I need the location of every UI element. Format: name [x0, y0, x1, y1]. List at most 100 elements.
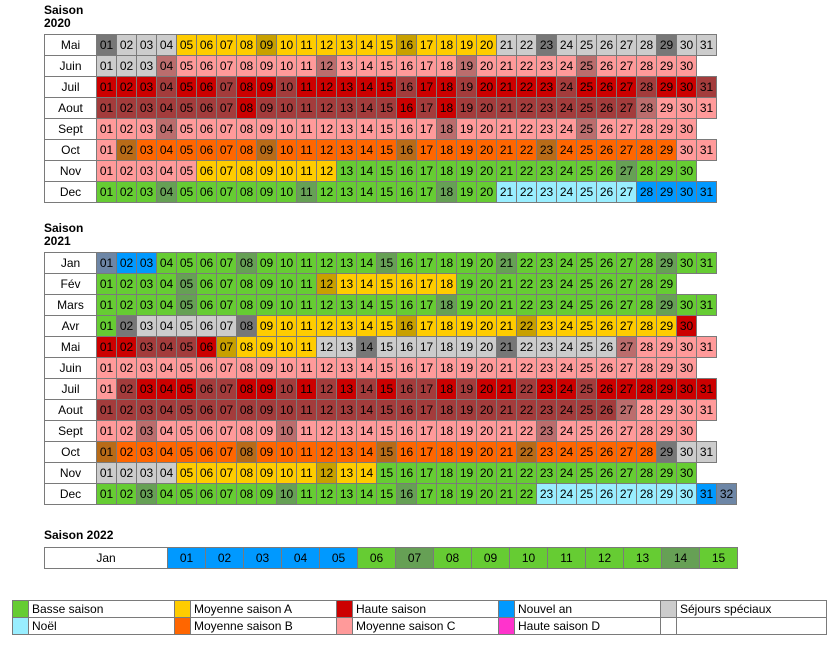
day-cell[interactable]: 15 [376, 34, 397, 56]
day-cell[interactable]: 14 [356, 139, 377, 161]
day-cell[interactable]: 02 [116, 294, 137, 316]
day-cell[interactable]: 18 [436, 420, 457, 442]
day-cell[interactable]: 23 [536, 336, 557, 358]
day-cell[interactable]: 21 [496, 76, 517, 98]
day-cell[interactable]: 18 [436, 462, 457, 484]
day-cell[interactable]: 10 [276, 273, 297, 295]
day-cell[interactable]: 10 [276, 462, 297, 484]
day-cell[interactable]: 04 [156, 97, 177, 119]
day-cell[interactable]: 01 [96, 315, 117, 337]
day-cell[interactable]: 05 [176, 420, 197, 442]
day-cell[interactable]: 10 [276, 294, 297, 316]
day-cell[interactable]: 04 [156, 55, 177, 77]
day-cell[interactable]: 27 [616, 55, 637, 77]
day-cell[interactable]: 01 [96, 139, 117, 161]
day-cell[interactable]: 17 [416, 294, 437, 316]
day-cell[interactable]: 17 [416, 34, 437, 56]
day-cell[interactable]: 25 [576, 441, 597, 463]
day-cell[interactable]: 21 [496, 55, 517, 77]
day-cell[interactable]: 28 [636, 55, 657, 77]
day-cell[interactable]: 07 [216, 462, 237, 484]
day-cell[interactable]: 25 [576, 378, 597, 400]
day-cell[interactable]: 21 [496, 273, 517, 295]
day-cell[interactable]: 16 [396, 55, 417, 77]
day-cell[interactable]: 19 [456, 420, 477, 442]
day-cell[interactable]: 09 [256, 483, 277, 505]
day-cell[interactable]: 29 [656, 483, 677, 505]
day-cell[interactable]: 16 [396, 399, 417, 421]
day-cell[interactable]: 01 [96, 441, 117, 463]
day-cell[interactable]: 08 [236, 378, 257, 400]
day-cell[interactable]: 01 [96, 181, 117, 203]
day-cell[interactable]: 27 [616, 139, 637, 161]
day-cell[interactable]: 09 [256, 294, 277, 316]
day-cell[interactable]: 03 [136, 55, 157, 77]
day-cell[interactable]: 17 [416, 139, 437, 161]
day-cell[interactable]: 20 [476, 378, 497, 400]
day-cell[interactable]: 10 [276, 357, 297, 379]
day-cell[interactable]: 20 [476, 441, 497, 463]
day-cell[interactable]: 03 [136, 294, 157, 316]
day-cell[interactable]: 06 [196, 294, 217, 316]
day-cell[interactable]: 09 [256, 378, 277, 400]
day-cell[interactable]: 15 [376, 55, 397, 77]
day-cell[interactable]: 29 [656, 181, 677, 203]
day-cell[interactable]: 18 [436, 181, 457, 203]
day-cell[interactable]: 24 [556, 294, 577, 316]
day-cell[interactable]: 13 [336, 55, 357, 77]
day-cell[interactable]: 11 [296, 378, 317, 400]
day-cell[interactable]: 22 [516, 462, 537, 484]
day-cell[interactable]: 30 [676, 34, 697, 56]
day-cell[interactable]: 18 [436, 399, 457, 421]
day-cell[interactable]: 30 [676, 118, 697, 140]
day-cell[interactable]: 30 [676, 357, 697, 379]
day-cell[interactable]: 12 [316, 97, 337, 119]
day-cell[interactable]: 23 [536, 55, 557, 77]
day-cell[interactable]: 07 [216, 139, 237, 161]
day-cell[interactable]: 08 [236, 55, 257, 77]
day-cell[interactable]: 26 [596, 55, 617, 77]
day-cell[interactable]: 07 [216, 34, 237, 56]
day-cell[interactable]: 21 [496, 483, 517, 505]
day-cell[interactable]: 18 [436, 336, 457, 358]
day-cell[interactable]: 08 [236, 118, 257, 140]
day-cell[interactable]: 12 [316, 357, 337, 379]
day-cell[interactable]: 02 [116, 378, 137, 400]
day-cell[interactable]: 03 [136, 160, 157, 182]
day-cell[interactable]: 05 [319, 547, 358, 569]
day-cell[interactable]: 25 [576, 55, 597, 77]
day-cell[interactable]: 20 [476, 462, 497, 484]
day-cell[interactable]: 13 [336, 378, 357, 400]
day-cell[interactable]: 07 [216, 252, 237, 274]
day-cell[interactable]: 20 [476, 252, 497, 274]
day-cell[interactable]: 19 [456, 34, 477, 56]
day-cell[interactable]: 16 [396, 160, 417, 182]
day-cell[interactable]: 30 [676, 336, 697, 358]
day-cell[interactable]: 06 [196, 315, 217, 337]
day-cell[interactable]: 22 [516, 34, 537, 56]
day-cell[interactable]: 28 [636, 420, 657, 442]
day-cell[interactable]: 05 [176, 378, 197, 400]
day-cell[interactable]: 20 [476, 97, 497, 119]
day-cell[interactable]: 28 [636, 441, 657, 463]
day-cell[interactable]: 28 [636, 462, 657, 484]
day-cell[interactable]: 06 [196, 378, 217, 400]
day-cell[interactable]: 26 [596, 181, 617, 203]
day-cell[interactable]: 25 [576, 139, 597, 161]
day-cell[interactable]: 24 [556, 55, 577, 77]
day-cell[interactable]: 27 [616, 252, 637, 274]
day-cell[interactable]: 07 [216, 357, 237, 379]
day-cell[interactable]: 07 [216, 378, 237, 400]
day-cell[interactable]: 17 [416, 97, 437, 119]
day-cell[interactable]: 10 [276, 139, 297, 161]
day-cell[interactable]: 25 [576, 483, 597, 505]
day-cell[interactable]: 03 [136, 462, 157, 484]
day-cell[interactable]: 30 [676, 441, 697, 463]
day-cell[interactable]: 29 [656, 399, 677, 421]
day-cell[interactable]: 15 [376, 76, 397, 98]
day-cell[interactable]: 28 [636, 336, 657, 358]
day-cell[interactable]: 13 [336, 462, 357, 484]
day-cell[interactable]: 19 [456, 378, 477, 400]
day-cell[interactable]: 21 [496, 441, 517, 463]
day-cell[interactable]: 12 [316, 76, 337, 98]
